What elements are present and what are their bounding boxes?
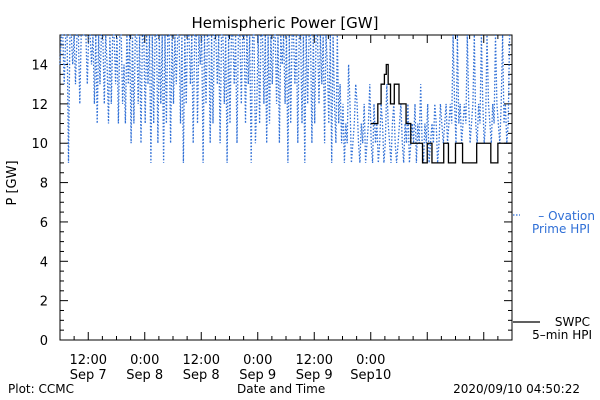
x-tick-label: 0:00 — [130, 353, 159, 368]
y-axis-label: P [GW] — [5, 160, 20, 205]
x-tick-label: 0:00 — [243, 353, 272, 368]
legend-swpc-line1: SWPC — [555, 315, 590, 329]
y-tick-label: 12 — [31, 98, 48, 113]
x-axis-label: Date and Time — [237, 382, 326, 396]
y-tick-label: 0 — [40, 334, 48, 349]
footer-timestamp: 2020/09/10 04:50:22 — [453, 382, 580, 396]
series-line-ovation — [59, 34, 511, 163]
y-tick-label: 14 — [31, 59, 48, 74]
x-tick-label: 12:00 — [296, 353, 333, 368]
x-tick-label-date: Sep 8 — [183, 368, 220, 383]
footer-left: Plot: CCMC — [8, 382, 74, 396]
x-tick-label-date: Sep10 — [350, 368, 391, 383]
series-ovation-prime-hpi — [59, 34, 511, 163]
series-line-swpc — [370, 63, 512, 164]
y-tick-label: 8 — [40, 177, 48, 192]
legend-ovation-line1: – Ovation — [538, 209, 595, 223]
series-swpc-hpi — [370, 63, 512, 164]
x-tick-label: 12:00 — [70, 353, 107, 368]
plot-area — [59, 34, 513, 341]
chart-title: Hemispheric Power [GW] — [192, 14, 379, 32]
x-tick-label-date: Sep 9 — [296, 368, 333, 383]
x-tick-label-date: Sep 9 — [239, 368, 276, 383]
x-tick-label-date: Sep 8 — [126, 368, 163, 383]
y-axis: 0 2 4 6 8 10 12 14 — [31, 44, 512, 349]
y-tick-label: 6 — [40, 216, 48, 231]
x-tick-label: 0:00 — [356, 353, 385, 368]
legend-ovation-line2: Prime HPI — [532, 222, 590, 236]
y-tick-label: 4 — [40, 255, 48, 270]
x-tick-label-date: Sep 7 — [70, 368, 107, 383]
y-tick-label: 2 — [40, 295, 48, 310]
x-tick-label: 12:00 — [183, 353, 220, 368]
y-tick-label: 10 — [31, 137, 48, 152]
plot-border — [59, 34, 513, 341]
legend-swpc-line2: 5–min HPI — [532, 328, 592, 342]
footer: Plot: CCMC Date and Time 2020/09/10 04:5… — [0, 380, 600, 400]
